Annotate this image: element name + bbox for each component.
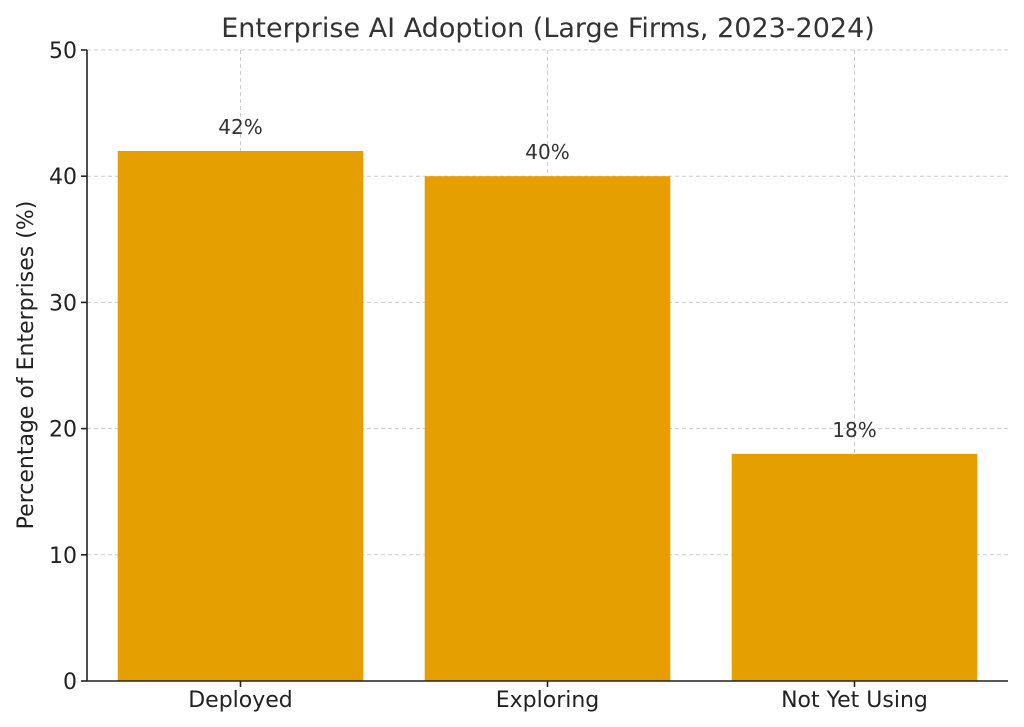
data-label: 42% <box>218 115 262 139</box>
data-labels: 42% 40% 18% <box>218 115 876 442</box>
y-tick-label: 50 <box>49 39 77 64</box>
bar <box>424 176 671 681</box>
x-tick-label: Exploring <box>496 688 600 713</box>
y-tick-label: 30 <box>49 291 77 316</box>
y-tick-label: 40 <box>49 165 77 190</box>
y-axis-label: Percentage of Enterprises (%) <box>14 201 39 530</box>
bar <box>117 150 364 681</box>
bar <box>731 453 978 681</box>
bars <box>117 150 978 681</box>
chart-title: Enterprise AI Adoption (Large Firms, 202… <box>221 13 875 44</box>
x-tick-label: Not Yet Using <box>781 688 928 713</box>
y-tick-label: 10 <box>49 544 77 569</box>
y-tick-label: 20 <box>49 418 77 443</box>
data-label: 40% <box>525 140 569 164</box>
tick-labels: 0 10 20 30 40 50 Deployed Exploring Not Yet Usin… <box>49 39 928 713</box>
y-tick-label: 0 <box>63 670 77 695</box>
data-label: 18% <box>832 418 876 442</box>
x-tick-label: Deployed <box>188 688 293 713</box>
